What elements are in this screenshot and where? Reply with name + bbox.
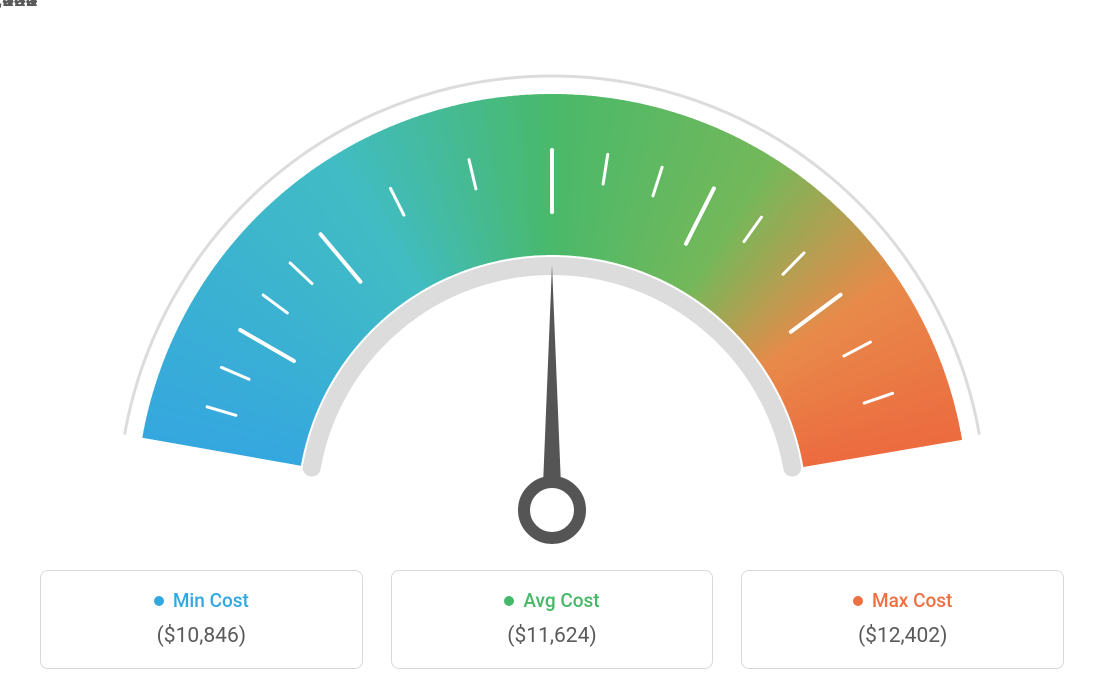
min-cost-value: ($10,846) [157, 624, 246, 648]
avg-cost-value: ($11,624) [507, 624, 596, 648]
gauge-tick-label: $12,402 [0, 0, 37, 12]
cost-cards-row: Min Cost ($10,846) Avg Cost ($11,624) Ma… [0, 570, 1104, 669]
avg-cost-label: Avg Cost [523, 589, 599, 612]
max-cost-label: Max Cost [872, 589, 952, 612]
avg-cost-card: Avg Cost ($11,624) [391, 570, 714, 669]
max-cost-dot-icon [853, 596, 863, 606]
min-cost-card: Min Cost ($10,846) [40, 570, 363, 669]
max-cost-card: Max Cost ($12,402) [741, 570, 1064, 669]
min-cost-dot-icon [154, 596, 164, 606]
min-cost-label: Min Cost [173, 589, 249, 612]
max-cost-header: Max Cost [853, 589, 952, 612]
avg-cost-header: Avg Cost [504, 589, 599, 612]
avg-cost-dot-icon [504, 596, 514, 606]
gauge-container: $10,846$11,041$11,236$11,624$11,883$12,1… [0, 0, 1104, 560]
max-cost-value: ($12,402) [858, 624, 947, 648]
gauge-svg [0, 0, 1104, 560]
min-cost-header: Min Cost [154, 589, 249, 612]
